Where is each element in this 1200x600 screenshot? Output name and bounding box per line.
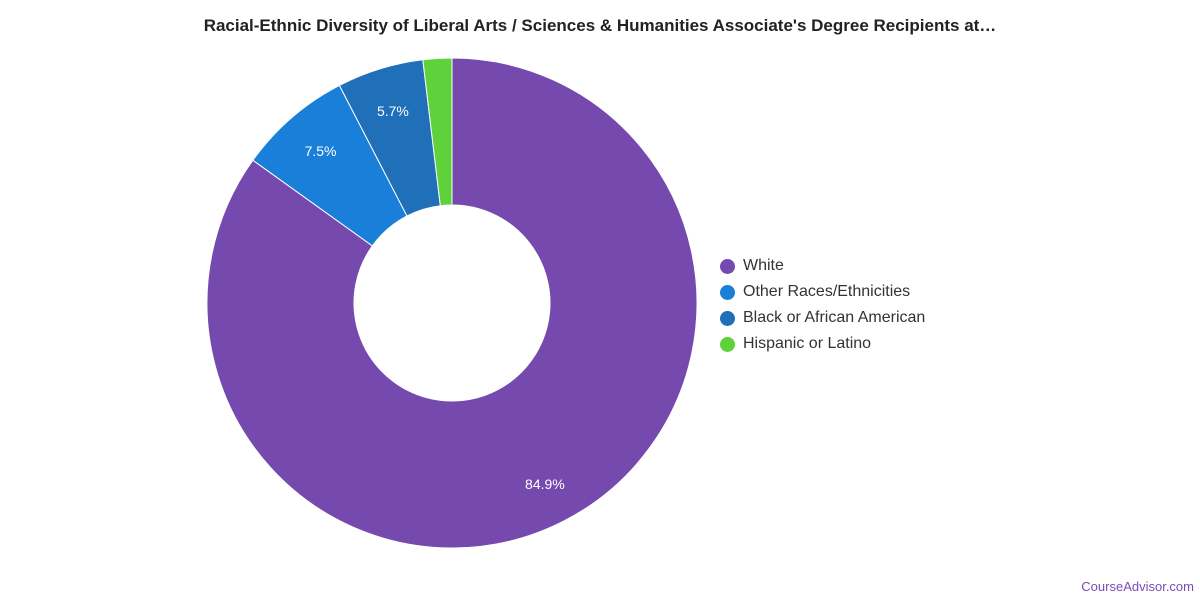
legend-label: Hispanic or Latino xyxy=(743,335,872,352)
slice-white[interactable] xyxy=(206,57,698,549)
legend-dot-icon xyxy=(720,310,735,326)
slice-label: 84.9% xyxy=(525,476,565,492)
labels-group: 84.9% 7.5% 5.7% xyxy=(305,103,565,492)
legend-label: White xyxy=(743,257,784,274)
legend-label: Black or African American xyxy=(743,309,926,326)
legend-dot-icon xyxy=(720,284,735,300)
chart-title: Racial-Ethnic Diversity of Liberal Arts … xyxy=(203,16,997,35)
legend-dot-icon xyxy=(720,336,735,352)
legend-item[interactable]: Other Races/Ethnicities xyxy=(720,279,925,305)
slices-group xyxy=(206,57,698,549)
legend-label: Other Races/Ethnicities xyxy=(743,283,911,300)
slice-hispanic-or-latino[interactable] xyxy=(422,57,453,207)
slice-label: 5.7% xyxy=(377,103,409,119)
slice-label: 7.5% xyxy=(305,143,337,159)
legend-dot-icon xyxy=(720,258,735,274)
legend-item[interactable]: White xyxy=(720,253,925,279)
legend: White Other Races/Ethnicities Black or Afr… xyxy=(720,253,925,357)
legend-item[interactable]: Black or African American xyxy=(720,305,925,331)
watermark[interactable]: CourseAdvisor.com xyxy=(1081,579,1194,594)
legend-item[interactable]: Hispanic or Latino xyxy=(720,331,925,357)
